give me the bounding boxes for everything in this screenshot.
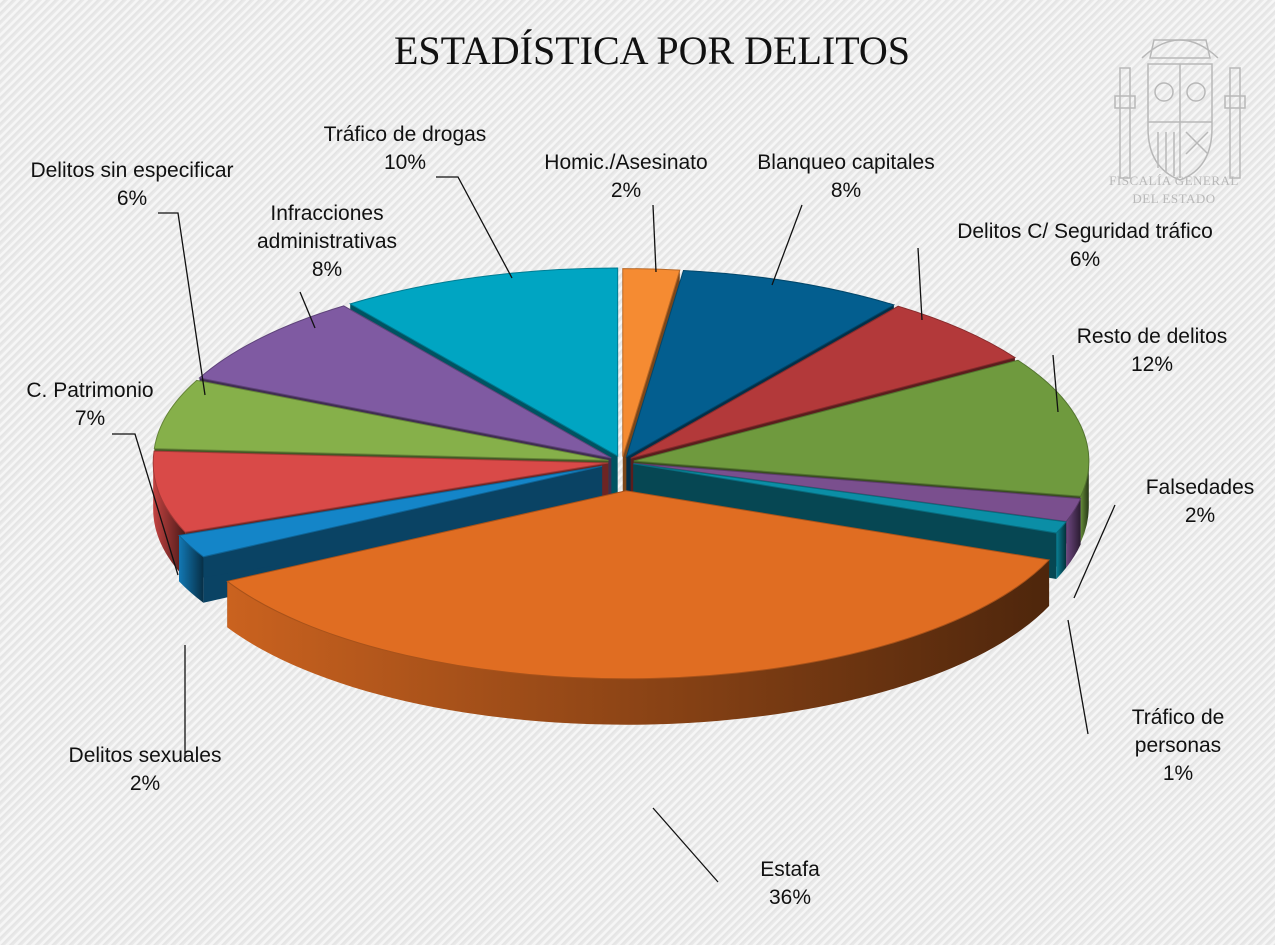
leader-line-2 — [917, 247, 923, 321]
slice-value-label-4: 2% — [1185, 504, 1215, 527]
leader-line-10 — [299, 291, 316, 329]
leader-line-0 — [652, 204, 657, 273]
slice-name-label-7: Delitos sexuales — [69, 744, 222, 767]
leader-line-4 — [1073, 504, 1116, 599]
slice-name-label-1: Blanqueo capitales — [757, 151, 934, 174]
leader-line-11 — [436, 176, 513, 279]
slice-name-label-2: Delitos C/ Seguridad tráfico — [957, 220, 1213, 243]
slice-name-label-8: C. Patrimonio — [26, 379, 153, 402]
slice-value-label-10: 8% — [312, 258, 342, 281]
slice-name-label-10: Infracciones — [270, 202, 383, 225]
leader-line-1 — [771, 204, 803, 286]
logo-line-1: FISCALÍA GENERAL — [1109, 173, 1239, 188]
slice-name-label-5: personas — [1135, 734, 1221, 757]
leader-line-3 — [1052, 354, 1059, 413]
slice-value-label-9: 6% — [117, 187, 147, 210]
leader-line-6 — [652, 807, 719, 883]
slice-value-label-7: 2% — [130, 772, 160, 795]
slice-value-label-0: 2% — [611, 179, 641, 202]
slice-name-label-0: Homic./Asesinato — [544, 151, 707, 174]
shield-icon — [1114, 39, 1246, 181]
slice-name-label-3: Resto de delitos — [1077, 325, 1228, 348]
slice-name-label-5: Tráfico de — [1132, 706, 1225, 729]
pie-slice-6 — [226, 490, 1051, 725]
slice-value-label-8: 7% — [75, 407, 105, 430]
slice-name-label-6: Estafa — [760, 858, 820, 881]
slice-value-label-5: 1% — [1163, 762, 1193, 785]
chart-title: ESTADÍSTICA POR DELITOS — [394, 28, 910, 73]
leader-line-8 — [112, 433, 179, 576]
slice-value-label-11: 10% — [384, 151, 426, 174]
slice-name-label-11: Tráfico de drogas — [324, 123, 487, 146]
slice-value-label-3: 12% — [1131, 353, 1173, 376]
pie-labels: Homic./Asesinato 2% Blanqueo capitales 8% De… — [26, 123, 1254, 909]
slice-name-label-4: Falsedades — [1146, 476, 1255, 499]
slice-value-label-1: 8% — [831, 179, 861, 202]
slice-name-label-9: Delitos sin especificar — [30, 159, 233, 182]
coat-of-arms-logo: FISCALÍA GENERAL DEL ESTADO — [1109, 39, 1246, 206]
leader-line-5 — [1067, 619, 1089, 735]
slice-value-label-2: 6% — [1070, 248, 1100, 271]
slice-value-label-6: 36% — [769, 886, 811, 909]
pie-slices — [152, 267, 1090, 725]
logo-line-2: DEL ESTADO — [1132, 191, 1215, 206]
leader-line-9 — [158, 212, 206, 396]
slice-name-label-10: administrativas — [257, 230, 397, 253]
